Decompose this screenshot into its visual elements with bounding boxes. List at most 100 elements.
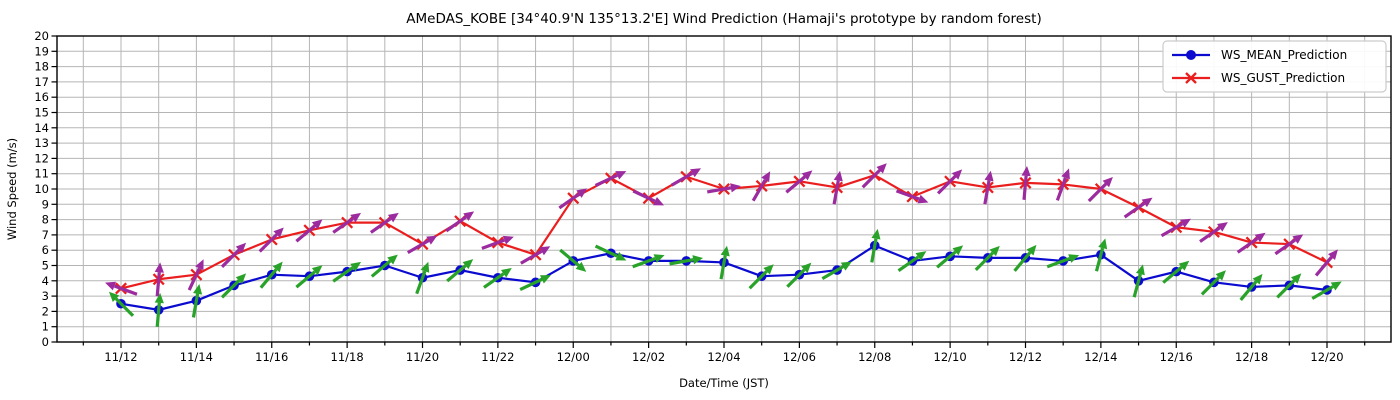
wind-arrow-head xyxy=(871,228,881,240)
wind-arrow-shaft xyxy=(445,215,467,233)
wind-arrow-shaft xyxy=(1162,265,1183,284)
wind-arrow-shaft xyxy=(113,284,138,296)
wind-arrow-head xyxy=(108,291,120,303)
wind-arrow-head xyxy=(154,292,164,304)
wind-arrow-shaft xyxy=(1094,247,1105,272)
wind-arrow-head xyxy=(1102,176,1113,188)
x-tick-label: 12/18 xyxy=(1235,350,1268,364)
wind-arrow-shaft xyxy=(155,272,161,297)
wind-arrow-head xyxy=(952,245,964,256)
wind-arrow-head xyxy=(653,254,665,263)
wind-arrow-shaft xyxy=(220,279,241,299)
y-tick-label: 11 xyxy=(34,167,49,181)
x-tick-label: 11/16 xyxy=(255,350,288,364)
wind-arrow-shaft xyxy=(1236,237,1259,254)
wind-arrow-shaft xyxy=(594,173,618,187)
x-tick-label: 12/00 xyxy=(557,350,590,364)
wind-arrow-head xyxy=(801,170,813,181)
x-tick-label: 12/16 xyxy=(1160,350,1193,364)
wind-arrow-head xyxy=(615,252,627,261)
wind-arrow-head xyxy=(311,219,323,230)
wind-arrow-shaft xyxy=(1274,238,1296,256)
wind-arrow-head xyxy=(690,168,702,178)
x-tick-label: 12/04 xyxy=(707,350,740,364)
wind-arrow-head xyxy=(1254,232,1266,243)
wind-arrow-head xyxy=(1292,234,1304,244)
wind-arrow-shaft xyxy=(895,189,920,201)
wind-arrow-head xyxy=(984,170,994,182)
wind-arrow-head xyxy=(272,261,283,273)
plot-border xyxy=(56,35,1392,343)
y-tick-label: 18 xyxy=(34,60,49,74)
wind-arrow-head xyxy=(1098,238,1108,250)
wind-arrow-shaft xyxy=(832,180,840,205)
y-tick-label: 1 xyxy=(42,320,49,334)
wind-arrow-head xyxy=(502,235,514,245)
wind-direction-arrows xyxy=(105,163,1342,327)
wind-arrow-head xyxy=(1021,165,1031,177)
wind-arrow-head xyxy=(951,169,963,180)
legend-box xyxy=(1162,40,1387,93)
wind-arrow-head xyxy=(154,262,164,273)
wind-arrow-head xyxy=(500,267,512,278)
y-tick-label: 16 xyxy=(34,90,49,104)
wind-arrow-head xyxy=(1061,168,1070,180)
legend-marker-circle-icon xyxy=(1186,50,1196,60)
wind-arrow-head xyxy=(273,227,284,238)
legend-marker-x-icon xyxy=(1185,72,1197,84)
x-tick-label: 11/14 xyxy=(180,350,213,364)
x-tick-label: 12/02 xyxy=(632,350,665,364)
wind-arrow-shaft xyxy=(897,255,920,272)
wind-arrow-head xyxy=(539,246,551,256)
wind-arrow-head xyxy=(575,261,587,272)
y-tick-label: 19 xyxy=(34,44,49,58)
wind-arrow-head xyxy=(576,188,588,198)
wind-arrow-head xyxy=(463,211,475,221)
y-tick-label: 13 xyxy=(34,136,49,150)
wind-arrow-shaft xyxy=(594,244,618,258)
wind-arrow-shaft xyxy=(669,258,694,266)
legend-label-mean: WS_MEAN_Prediction xyxy=(1221,48,1347,62)
y-tick-label: 6 xyxy=(42,243,49,257)
wind-arrow-head xyxy=(1178,260,1190,271)
wind-arrow-shaft xyxy=(446,264,467,283)
wind-arrow-head xyxy=(539,275,551,284)
wind-arrow-shaft xyxy=(155,302,161,327)
wind-arrow-shaft xyxy=(258,233,278,253)
wind-arrow-shaft xyxy=(220,248,241,268)
x-tick-label: 11/22 xyxy=(481,350,514,364)
wind-arrow-shaft xyxy=(406,239,430,254)
wind-arrow-shaft xyxy=(821,265,844,280)
wind-arrow-shaft xyxy=(1276,279,1296,299)
y-tick-label: 10 xyxy=(34,182,49,196)
wind-arrow-head xyxy=(193,283,203,295)
legend-entry-gust: WS_GUST_Prediction xyxy=(1172,71,1345,85)
y-tick-label: 12 xyxy=(34,151,49,165)
wind-arrow-head xyxy=(426,235,438,245)
wind-arrow-head xyxy=(876,163,887,174)
wind-arrow-shaft xyxy=(295,224,316,243)
wind-arrow-shaft xyxy=(870,238,878,263)
x-tick-label: 12/06 xyxy=(783,350,816,364)
wind-arrow-shaft xyxy=(520,249,543,265)
wind-arrow-head xyxy=(1135,264,1145,276)
wind-arrow-head xyxy=(801,262,812,273)
wind-arrow-head xyxy=(387,254,398,265)
wind-arrow-shaft xyxy=(1046,257,1071,269)
wind-arrow-shaft xyxy=(1123,202,1146,219)
wind-arrow-shaft xyxy=(748,270,768,290)
wind-arrow-shaft xyxy=(936,175,957,195)
wind-arrow-head xyxy=(1215,270,1226,281)
wind-arrow-shaft xyxy=(936,250,957,269)
legend-label-gust: WS_GUST_Prediction xyxy=(1221,71,1345,85)
y-tick-label: 5 xyxy=(42,259,49,273)
wind-arrow-head xyxy=(1068,254,1080,263)
wind-arrow-head xyxy=(730,183,741,193)
wind-arrow-shaft xyxy=(1087,182,1107,203)
wind-arrow-head xyxy=(105,281,116,291)
wind-arrow-shaft xyxy=(1239,280,1258,301)
wind-arrow-shaft xyxy=(295,270,316,289)
wind-arrow-head xyxy=(1026,244,1037,256)
y-tick-label: 3 xyxy=(42,289,49,303)
